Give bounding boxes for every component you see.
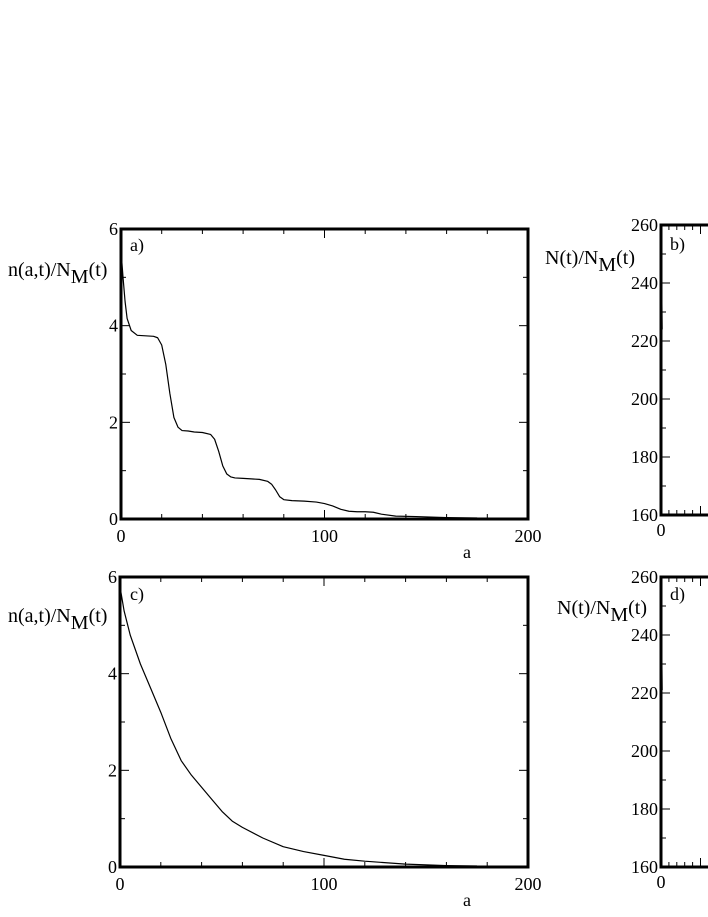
panel-a-xtick-label: 0	[117, 526, 126, 546]
panel-c-xtick-label: 200	[515, 874, 542, 894]
panel-b: N(t)/NM(t) 160 180 200 220 240 260 0 b)	[545, 215, 708, 540]
panel-b-ytick-label: 200	[631, 389, 658, 409]
panel-a-series-line	[121, 250, 478, 519]
panel-d-ytick-label: 260	[631, 567, 658, 587]
panel-c-series-line	[120, 586, 478, 867]
panel-c-label: c)	[130, 584, 144, 605]
panel-a-xtick-label: 200	[515, 526, 542, 546]
panel-c-ytick-label: 6	[108, 567, 117, 587]
panel-b-series-line	[661, 225, 663, 330]
panel-c-xtick-label: 100	[311, 874, 338, 894]
panel-c-ytick-label: 4	[108, 664, 117, 684]
panel-d-frame	[659, 575, 708, 869]
panel-a-label: a)	[130, 235, 144, 256]
panel-d-ytick-label: 220	[631, 683, 658, 703]
panel-b-plot: 160 180 200 220 240 260 0	[631, 215, 708, 540]
panel-b-ytick-label: 160	[631, 505, 658, 525]
panel-a-plot: 0 2 4 6 0 100 200	[109, 219, 542, 546]
panel-d-label: d)	[670, 584, 685, 605]
panel-d-ytick-label: 180	[631, 799, 658, 819]
panel-c-ytick-label: 2	[108, 760, 117, 780]
panel-a-ytick-label: 6	[109, 219, 118, 239]
panel-c: n(a,t)/NM(t) 0 2 4 6 0 100 200 c) a	[8, 567, 542, 910]
panel-a-frame	[119, 227, 530, 521]
panel-b-ytick-label: 260	[631, 215, 658, 235]
panel-d-ylabel: N(t)/NM(t)	[557, 597, 647, 626]
panel-a-ytick-label: 0	[109, 509, 118, 529]
panel-a: n(a,t)/NM(t) 0 2 4 6 0 100 200 a) a	[8, 219, 542, 562]
panel-b-label: b)	[670, 234, 685, 255]
panel-b-frame	[659, 223, 708, 517]
panel-c-ylabel: n(a,t)/NM(t)	[8, 605, 107, 634]
panel-c-plot: 0 2 4 6 0 100 200	[108, 567, 542, 894]
panel-a-ylabel: n(a,t)/NM(t)	[8, 259, 107, 288]
panel-d-ytick-label: 160	[631, 857, 658, 877]
panel-b-ytick-label: 180	[631, 447, 658, 467]
panel-c-frame	[118, 575, 530, 869]
panel-b-ytick-label: 240	[631, 273, 658, 293]
panel-a-xtick-label: 100	[311, 526, 338, 546]
panel-a-ytick-label: 4	[109, 316, 118, 336]
panel-d: N(t)/NM(t) 160 180 200 220 240 260 0 d)	[557, 567, 708, 892]
panel-d-plot: 160 180 200 220 240 260 0	[631, 567, 708, 892]
panel-d-xtick-label: 0	[657, 872, 666, 892]
panel-c-xlabel: a	[463, 890, 471, 910]
panel-d-ytick-label: 200	[631, 741, 658, 761]
panel-d-series-line	[661, 577, 663, 691]
panel-b-ytick-label: 220	[631, 331, 658, 351]
panel-a-xlabel: a	[463, 542, 471, 562]
panel-a-ytick-label: 2	[109, 412, 118, 432]
panel-b-xtick-label: 0	[657, 520, 666, 540]
panel-c-ytick-label: 0	[108, 857, 117, 877]
panel-b-ylabel: N(t)/NM(t)	[545, 247, 635, 276]
panel-d-ytick-label: 240	[631, 625, 658, 645]
panel-c-xtick-label: 0	[116, 874, 125, 894]
